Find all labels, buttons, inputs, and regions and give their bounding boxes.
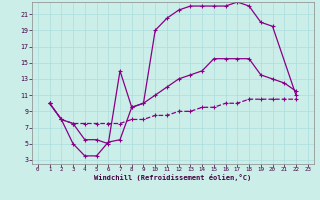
X-axis label: Windchill (Refroidissement éolien,°C): Windchill (Refroidissement éolien,°C) — [94, 174, 252, 181]
